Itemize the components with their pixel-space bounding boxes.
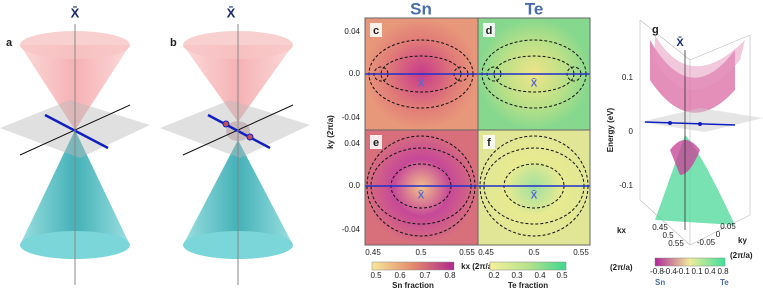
panel-label: g	[652, 24, 659, 36]
panel-label: e	[373, 137, 379, 149]
maps: Sn Te c d e f X̄ X̄ X̄ X̄ 0.04 0.0 -0.04…	[326, 0, 591, 290]
colorbar-tick: 0.5	[370, 271, 382, 280]
panel-label: f	[487, 137, 491, 149]
y-tick-label: 0.0	[349, 69, 361, 78]
colorbar-tick: 0.6	[394, 271, 406, 280]
y-axis-label: ky (2π/a)	[326, 115, 335, 149]
x-tick-label: 0.55	[573, 248, 589, 257]
colorbar-tick: 0.7	[419, 271, 431, 280]
panel-label: d	[486, 25, 493, 37]
x-tick-label: 0.45	[652, 223, 668, 232]
y-axis-label: ky	[738, 236, 747, 245]
colorbar-tick: 0.1	[691, 267, 703, 276]
point-label: X̄	[71, 5, 80, 20]
colorbar-end: Sn	[655, 278, 665, 287]
colorbar-tick: 0.8	[717, 267, 729, 276]
colorbar-tick: -0.4	[663, 267, 677, 276]
x-axis-unit: (2π/a)	[610, 263, 633, 272]
x-tick-label: 0.5	[662, 231, 674, 240]
panel-label: a	[6, 37, 13, 49]
y-tick-label: 0.04	[344, 27, 360, 36]
point-label: X̄	[676, 37, 684, 49]
colorbar-end: Te	[720, 278, 729, 287]
colorbar-tick: 0.5	[556, 271, 568, 280]
point-label: X̄	[418, 189, 425, 201]
point-label: X̄	[531, 189, 538, 201]
x-tick-label: 0.5	[415, 248, 427, 257]
y-tick-label: -0.04	[342, 113, 361, 122]
colorbar-tick: -0.1	[676, 267, 690, 276]
colorbar-tick: 0.8	[444, 271, 456, 280]
point-label: X̄	[418, 77, 425, 89]
y-tick-label: 0	[716, 230, 721, 239]
y-tick-label: -0.05	[697, 238, 716, 247]
colorbar-tick: 0.4	[704, 267, 716, 276]
z-tick-label: 0	[629, 127, 634, 136]
map-title: Te	[525, 0, 544, 18]
y-tick-label: -0.04	[342, 225, 361, 234]
colorbar-tick: 0.4	[534, 271, 546, 280]
colorbar-title: Te fraction	[508, 281, 548, 290]
x-axis-label: kx (2π/a)	[461, 262, 495, 271]
x-tick-label: 0.55	[459, 248, 475, 257]
panel-b: b X̄	[160, 5, 310, 285]
x-tick-label: 0.45	[365, 248, 381, 257]
y-tick-label: 0.05	[720, 222, 736, 231]
panel-g: g X̄ 0.1 0 -0.1 Energy (eV) 0.45 0.5 0.5…	[606, 19, 763, 287]
x-tick-label: 0.45	[478, 248, 494, 257]
y-tick-label: 0.0	[349, 181, 361, 190]
z-tick-label: -0.1	[619, 181, 633, 190]
colorbar-title: Sn fraction	[392, 281, 434, 290]
colorbar-tick: -0.8	[650, 267, 664, 276]
map-title: Sn	[410, 0, 432, 18]
colorbar-tick: 0.2	[488, 271, 500, 280]
y-axis-unit: (2π/a)	[730, 251, 753, 260]
colorbar-tick: 0.3	[511, 271, 523, 280]
x-tick-label: 0.5	[528, 248, 540, 257]
y-tick-label: 0.04	[344, 139, 360, 148]
point-label: X̄	[531, 77, 538, 89]
panel-a: a X̄	[0, 5, 150, 285]
x-axis-label: kx	[617, 226, 626, 235]
x-tick-label: 0.55	[668, 239, 684, 248]
panel-label: b	[170, 37, 177, 49]
point-label: X̄	[227, 5, 236, 20]
panel-label: c	[373, 25, 379, 37]
z-axis-label: Energy (eV)	[606, 107, 615, 152]
z-tick-label: 0.1	[622, 73, 634, 82]
